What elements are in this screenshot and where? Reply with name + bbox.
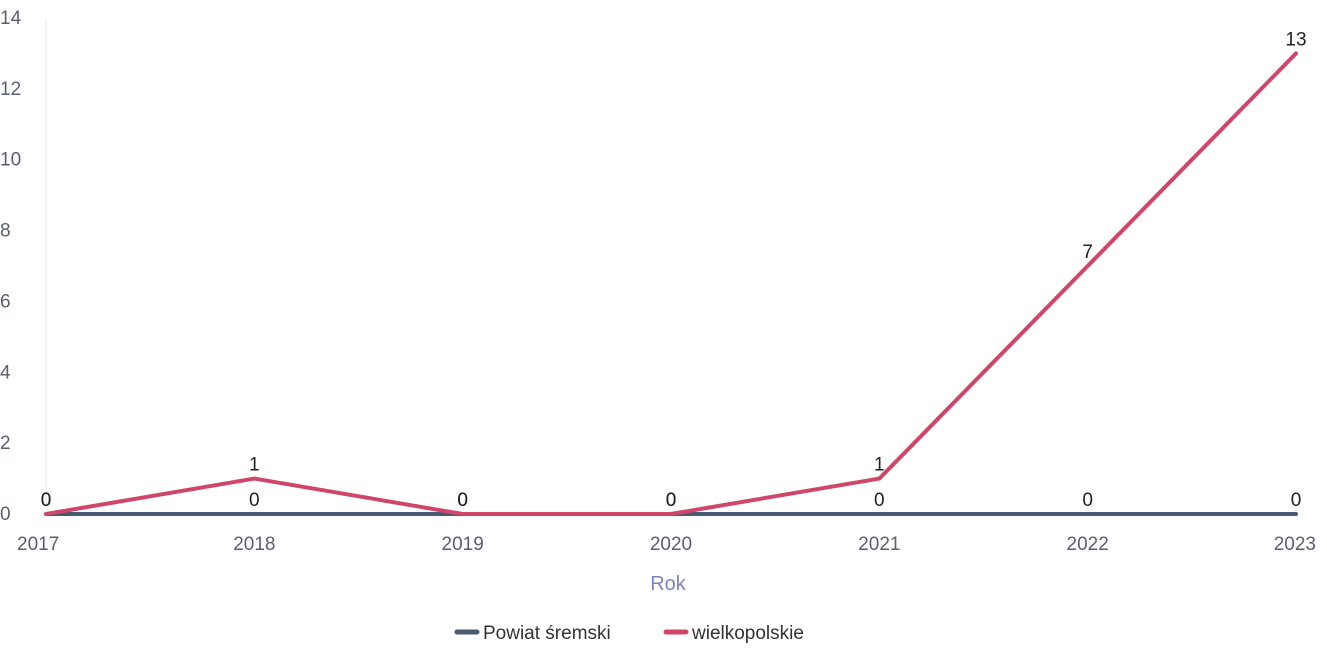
y-tick-label: 6 — [0, 291, 11, 312]
y-tick-label: 8 — [0, 221, 11, 242]
y-tick-label: 10 — [0, 150, 21, 171]
data-label: 1 — [874, 455, 885, 476]
x-tick-label: 2017 — [17, 534, 59, 555]
series-line-1 — [44, 51, 1298, 516]
series-lines — [44, 51, 1298, 516]
y-tick-label: 12 — [0, 79, 21, 100]
legend: Powiat śremski wielkopolskie — [454, 623, 804, 644]
data-label: 0 — [874, 490, 885, 511]
data-label: 0 — [249, 490, 260, 511]
y-tick-label: 2 — [0, 433, 11, 454]
data-label: 0 — [666, 490, 677, 511]
x-tick-labels: 2017 2018 2019 2020 2021 2022 2023 — [17, 534, 1316, 555]
data-label: 1 — [249, 455, 260, 476]
x-tick-label: 2022 — [1067, 534, 1109, 555]
y-tick-labels: 0 2 4 6 8 10 12 14 — [0, 8, 22, 525]
data-label: 0 — [666, 490, 677, 511]
data-label: 7 — [1082, 242, 1093, 263]
data-label: 0 — [457, 490, 468, 511]
y-tick-label: 4 — [0, 362, 11, 383]
x-tick-label: 2021 — [858, 534, 900, 555]
y-tick-label: 0 — [0, 504, 11, 525]
data-label: 0 — [41, 490, 52, 511]
legend-label: Powiat śremski — [483, 623, 611, 644]
data-label: 0 — [41, 490, 52, 511]
legend-label: wielkopolskie — [691, 623, 804, 644]
y-tick-label: 14 — [0, 8, 22, 29]
x-tick-label: 2019 — [442, 534, 484, 555]
x-axis-title: Rok — [650, 573, 687, 595]
x-tick-label: 2023 — [1274, 534, 1316, 555]
x-tick-label: 2018 — [233, 534, 275, 555]
data-label: 0 — [457, 490, 468, 511]
data-label: 0 — [1291, 490, 1302, 511]
data-label: 0 — [1082, 490, 1093, 511]
data-label: 13 — [1285, 29, 1306, 50]
x-tick-label: 2020 — [650, 534, 692, 555]
